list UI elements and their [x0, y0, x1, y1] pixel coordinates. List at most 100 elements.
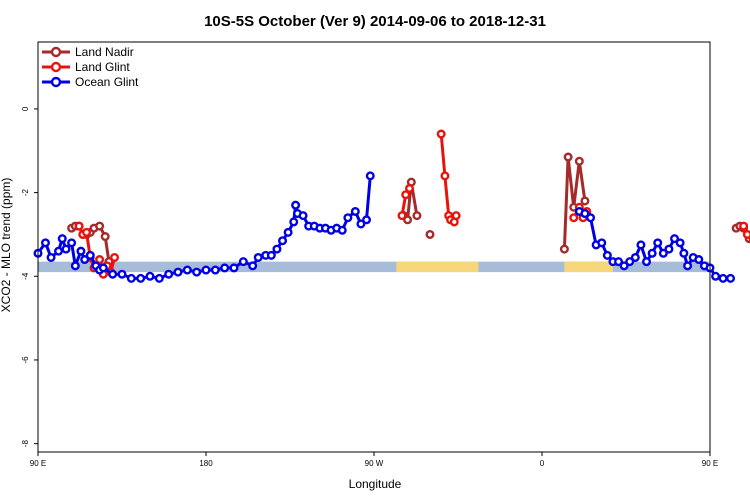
ocean-glint-point	[289, 217, 299, 227]
legend-marker-ocean-glint	[50, 76, 62, 88]
y-tick-label-0: 0	[21, 106, 30, 111]
legend-label-land-glint: Land Glint	[75, 60, 130, 74]
x-tick-label-2: 90 W	[365, 459, 384, 468]
land-glint-point	[95, 255, 105, 265]
ocean-glint-point	[580, 209, 590, 219]
legend-label-ocean-glint: Ocean Glint	[75, 75, 139, 89]
ocean-glint-point	[365, 171, 375, 181]
land-nadir-point	[559, 244, 569, 254]
legend-label-land-nadir: Land Nadir	[75, 45, 134, 59]
ocean-glint-point	[283, 227, 293, 237]
land-glint-point	[569, 213, 579, 223]
ocean-glint-point	[253, 252, 263, 262]
ocean-glint-point	[229, 263, 239, 273]
ocean-glint-point	[726, 273, 736, 283]
ocean-glint-point	[670, 234, 680, 244]
land-band-0	[396, 261, 479, 273]
land-nadir-point	[403, 215, 413, 225]
chart-title: 10S-5S October (Ver 9) 2014-09-06 to 201…	[204, 13, 546, 30]
ocean-glint-point	[711, 271, 721, 281]
ocean-glint-point	[636, 240, 646, 250]
ocean-glint-point	[343, 213, 353, 223]
ocean-glint-point	[76, 246, 86, 256]
land-glint-point	[82, 227, 92, 237]
y-tick-label-2: -4	[21, 272, 30, 280]
ocean-glint-point	[675, 238, 685, 248]
ocean-glint-point	[57, 234, 67, 244]
series-lines	[33, 129, 750, 283]
ocean-glint-point	[164, 269, 174, 279]
ocean-glint-point	[70, 261, 80, 271]
ocean-glint-point	[298, 211, 308, 221]
land-band-1	[564, 261, 613, 273]
ocean-glint-point	[126, 273, 136, 283]
ocean-glint-point	[192, 267, 202, 277]
ocean-glint-point	[362, 215, 372, 225]
land-glint-point	[742, 229, 750, 239]
ocean-glint-point	[647, 248, 657, 258]
land-glint-point	[110, 252, 120, 262]
ocean-glint-point	[98, 263, 108, 273]
ocean-glint-point	[718, 273, 728, 283]
ocean-glint-point	[586, 213, 596, 223]
land-glint-point	[440, 171, 450, 181]
land-nadir-point	[580, 196, 590, 206]
y-axis-label: XCO2 - MLO trend (ppm)	[0, 178, 13, 313]
ocean-glint-point	[278, 236, 288, 246]
ocean-glint-point	[67, 238, 77, 248]
land-nadir-point	[100, 232, 110, 242]
ocean-glint-point	[182, 265, 192, 275]
series-land-nadir	[67, 152, 750, 267]
ocean-glint-point	[136, 273, 146, 283]
land-nadir-point	[425, 229, 435, 239]
ocean-glint-point	[614, 257, 624, 267]
ocean-glint-point	[154, 273, 164, 283]
land-glint-point	[739, 221, 749, 231]
plot-frame	[37, 41, 711, 453]
ocean-band	[38, 261, 710, 273]
ocean-glint-point	[46, 252, 56, 262]
ocean-glint-point	[658, 248, 668, 258]
ocean-glint-point	[602, 250, 612, 260]
x-tick-label-0: 90 E	[30, 459, 46, 468]
legend-marker-land-nadir	[50, 46, 62, 58]
ocean-glint-point	[54, 246, 64, 256]
land-glint-point	[401, 190, 411, 200]
land-nadir-point	[412, 211, 422, 221]
ocean-glint-point	[210, 265, 220, 275]
ocean-glint-point	[337, 225, 347, 235]
ocean-glint-point	[625, 257, 635, 267]
ocean-glint-point	[630, 252, 640, 262]
ocean-glint-point	[145, 271, 155, 281]
x-tick-label-4: 90 E	[702, 459, 718, 468]
x-tick-label-3: 0	[540, 459, 545, 468]
ocean-glint-point	[85, 250, 95, 260]
land-glint-point	[436, 129, 446, 139]
y-tick-label-3: -6	[21, 356, 30, 364]
reference-band	[38, 261, 710, 273]
ocean-glint-point	[80, 255, 90, 265]
ocean-glint-point	[201, 265, 211, 275]
ocean-glint-point	[173, 267, 183, 277]
ocean-glint-point	[40, 238, 50, 248]
ocean-glint-point	[248, 261, 258, 271]
ocean-glint-point	[238, 257, 248, 267]
x-tick-label-1: 180	[199, 459, 213, 468]
ocean-glint-point	[61, 244, 71, 254]
land-glint-point	[451, 211, 461, 221]
y-tick-label-4: -8	[21, 440, 30, 448]
ocean-glint-point	[597, 238, 607, 248]
ocean-glint-point	[664, 244, 674, 254]
x-axis-label: Longitude	[349, 477, 402, 491]
legend-marker-land-glint	[50, 61, 62, 73]
land-nadir-point	[574, 156, 584, 166]
ocean-glint-point	[683, 261, 693, 271]
y-tick-label-1: -2	[21, 189, 30, 197]
ocean-glint-point	[108, 269, 118, 279]
land-nadir-point	[95, 221, 105, 231]
land-glint-point	[404, 183, 414, 193]
ocean-glint-point	[220, 263, 230, 273]
